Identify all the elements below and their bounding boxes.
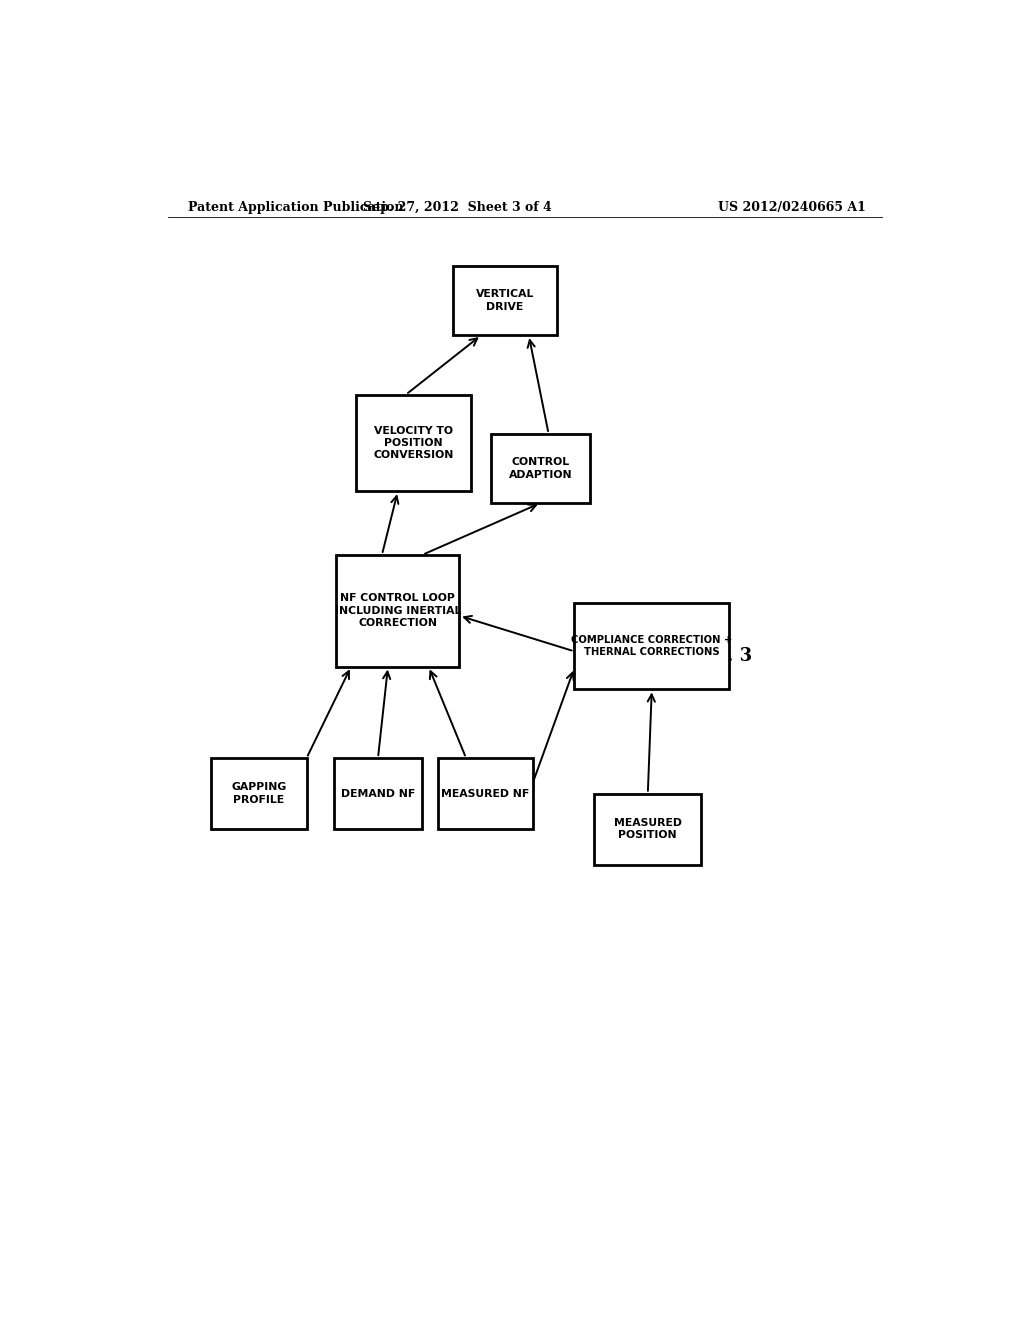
Bar bbox=[356, 395, 471, 491]
Text: MEASURED
POSITION: MEASURED POSITION bbox=[613, 818, 682, 841]
Bar bbox=[574, 603, 729, 689]
Bar bbox=[334, 758, 422, 829]
Bar bbox=[492, 434, 590, 503]
Text: CONTROL
ADAPTION: CONTROL ADAPTION bbox=[509, 457, 572, 479]
Text: COMPLIANCE CORRECTION +
THERNAL CORRECTIONS: COMPLIANCE CORRECTION + THERNAL CORRECTI… bbox=[571, 635, 732, 657]
Bar bbox=[211, 758, 306, 829]
Bar bbox=[454, 267, 557, 335]
Text: US 2012/0240665 A1: US 2012/0240665 A1 bbox=[718, 201, 866, 214]
Text: VELOCITY TO
POSITION
CONVERSION: VELOCITY TO POSITION CONVERSION bbox=[374, 425, 454, 461]
Bar bbox=[336, 554, 460, 667]
Bar bbox=[594, 793, 701, 865]
Text: MEASURED NF: MEASURED NF bbox=[441, 788, 529, 799]
Text: VERTICAL
DRIVE: VERTICAL DRIVE bbox=[476, 289, 535, 312]
Text: Sep. 27, 2012  Sheet 3 of 4: Sep. 27, 2012 Sheet 3 of 4 bbox=[362, 201, 552, 214]
Text: Patent Application Publication: Patent Application Publication bbox=[187, 201, 403, 214]
Text: NF CONTROL LOOP
INCLUDING INERTIAL
CORRECTION: NF CONTROL LOOP INCLUDING INERTIAL CORRE… bbox=[335, 593, 461, 628]
Text: FIG. 3: FIG. 3 bbox=[691, 647, 753, 665]
Text: DEMAND NF: DEMAND NF bbox=[341, 788, 415, 799]
Text: GAPPING
PROFILE: GAPPING PROFILE bbox=[231, 783, 287, 805]
Bar bbox=[437, 758, 532, 829]
